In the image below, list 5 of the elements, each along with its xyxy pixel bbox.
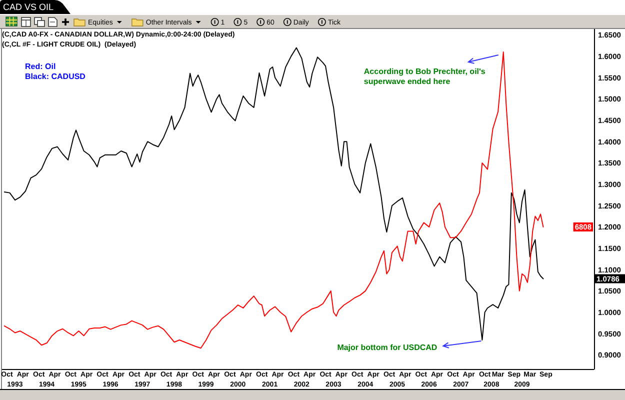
annotation: Red: Oil: [25, 62, 56, 71]
annotation: Black: CADUSD: [25, 72, 86, 81]
annotation: Major bottom for USDCAD: [337, 342, 438, 352]
chart-title: CAD VS OIL: [3, 2, 54, 12]
annotation: According to Bob Prechter, oil's superwave ended here: [364, 66, 486, 86]
